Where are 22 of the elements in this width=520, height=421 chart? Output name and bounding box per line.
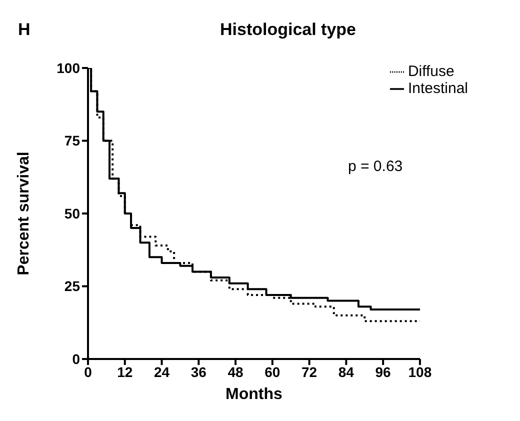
y-tick-label: 25 <box>64 278 80 294</box>
x-axis-title: Months <box>226 386 283 403</box>
text: H <box>18 20 30 40</box>
x-tick-label: 36 <box>190 364 207 380</box>
annotation: p = 0.63 <box>348 158 403 175</box>
x-tick-label: 96 <box>375 364 392 380</box>
y-axis-title: Percent survival <box>16 152 33 276</box>
x-tick-label: 12 <box>117 364 133 380</box>
x-tick-label: 24 <box>154 364 170 380</box>
x-tick-label: 60 <box>264 364 280 380</box>
legend-label: Diffuse <box>408 63 454 80</box>
x-tick-label: 84 <box>338 364 354 380</box>
y-tick-label: 100 <box>56 60 80 76</box>
x-tick-label: 108 <box>408 364 432 380</box>
legend-label: Intestinal <box>408 80 468 97</box>
x-tick-label: 72 <box>302 364 318 380</box>
y-tick-label: 0 <box>72 350 80 367</box>
y-tick-label: 75 <box>64 132 80 149</box>
x-tick-label: 0 <box>84 364 92 380</box>
chart-title: Histological type <box>220 20 356 39</box>
x-tick-label: 48 <box>228 364 244 380</box>
y-tick-label: 50 <box>64 205 80 222</box>
